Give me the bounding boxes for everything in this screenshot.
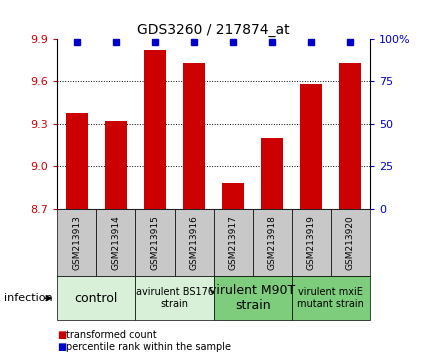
Bar xyxy=(331,209,370,276)
Bar xyxy=(175,209,213,276)
Bar xyxy=(66,113,88,209)
Bar xyxy=(292,209,331,276)
Bar xyxy=(136,276,213,320)
Text: GSM213918: GSM213918 xyxy=(268,215,277,270)
Text: avirulent BS176
strain: avirulent BS176 strain xyxy=(136,287,213,309)
Text: transformed count: transformed count xyxy=(66,330,157,339)
Text: GSM213920: GSM213920 xyxy=(346,215,355,270)
Bar xyxy=(144,50,166,209)
Text: virulent mxiE
mutant strain: virulent mxiE mutant strain xyxy=(297,287,364,309)
Bar xyxy=(222,183,244,209)
Text: virulent M90T
strain: virulent M90T strain xyxy=(210,284,296,312)
Bar xyxy=(136,209,175,276)
Text: GSM213915: GSM213915 xyxy=(150,215,159,270)
Text: GSM213916: GSM213916 xyxy=(190,215,198,270)
Bar xyxy=(57,276,136,320)
Text: GSM213917: GSM213917 xyxy=(229,215,238,270)
Bar xyxy=(213,276,292,320)
Bar xyxy=(96,209,136,276)
Text: ■: ■ xyxy=(57,330,67,339)
Text: ■: ■ xyxy=(57,342,67,352)
Bar xyxy=(261,138,283,209)
Text: GSM213914: GSM213914 xyxy=(111,215,120,270)
Bar xyxy=(105,121,127,209)
Text: GSM213919: GSM213919 xyxy=(307,215,316,270)
Bar xyxy=(183,63,205,209)
Text: percentile rank within the sample: percentile rank within the sample xyxy=(66,342,231,352)
Bar xyxy=(340,63,361,209)
Text: control: control xyxy=(75,292,118,305)
Bar xyxy=(57,209,96,276)
Bar xyxy=(213,209,252,276)
Text: GSM213913: GSM213913 xyxy=(72,215,82,270)
Title: GDS3260 / 217874_at: GDS3260 / 217874_at xyxy=(137,23,290,36)
Bar xyxy=(300,84,322,209)
Bar xyxy=(252,209,292,276)
Bar xyxy=(292,276,370,320)
Text: infection: infection xyxy=(4,293,53,303)
